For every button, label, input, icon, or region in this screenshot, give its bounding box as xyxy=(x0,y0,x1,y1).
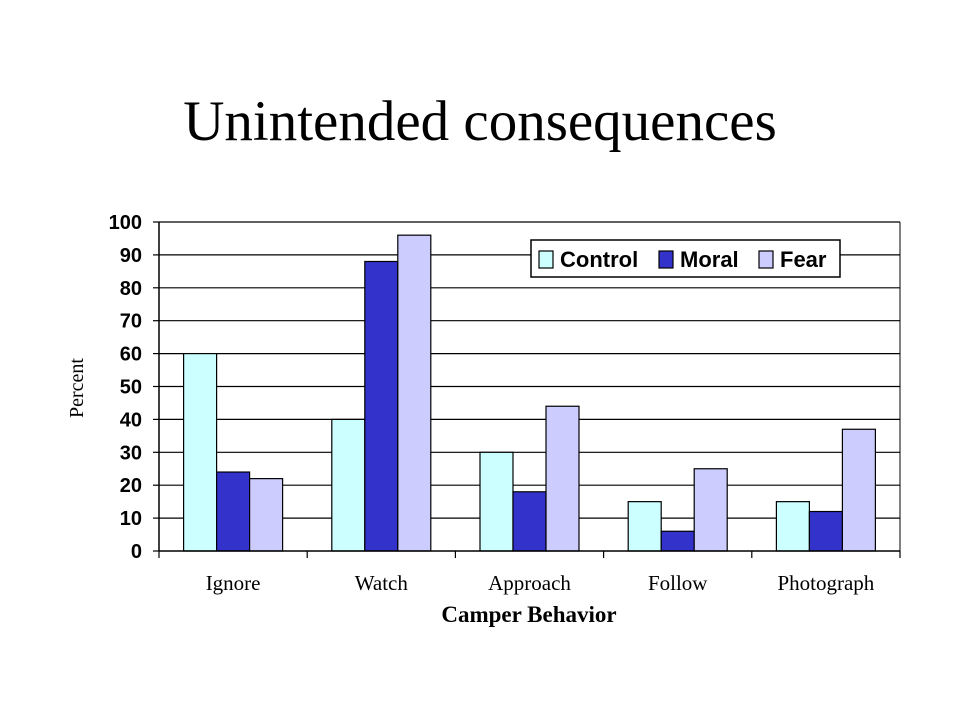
x-tick-label: Follow xyxy=(648,571,708,595)
legend-box xyxy=(530,239,841,278)
x-tick-label: Photograph xyxy=(777,571,874,595)
gridlines xyxy=(159,221,900,519)
bar-moral-photograph xyxy=(808,510,844,552)
y-tick-label: 60 xyxy=(120,344,142,366)
y-tick-label: 20 xyxy=(120,475,142,497)
bar-moral-ignore xyxy=(216,471,251,552)
legend-label-fear: Fear xyxy=(780,247,827,272)
y-tick-label: 0 xyxy=(131,541,142,563)
legend-swatch-fear xyxy=(758,250,774,269)
bar-fear-ignore xyxy=(249,478,284,552)
bar-moral-watch xyxy=(364,260,399,552)
axes xyxy=(158,222,901,552)
bar-control-photograph xyxy=(775,501,811,552)
y-tick-label: 100 xyxy=(109,212,142,234)
legend-swatch-control xyxy=(538,250,554,269)
y-axis-ticks: 0 10 20 30 40 50 60 70 80 90 100 xyxy=(109,212,159,563)
bar-fear-watch xyxy=(397,234,432,552)
y-tick-label: 40 xyxy=(120,409,142,431)
bar-control-watch xyxy=(331,418,366,552)
y-tick-label: 80 xyxy=(120,278,142,300)
bar-control-follow xyxy=(627,501,662,552)
x-axis-categories: Ignore Watch Approach Follow Photograph xyxy=(158,551,901,595)
y-tick-label: 70 xyxy=(120,311,142,333)
bar-control-approach xyxy=(479,451,514,552)
y-axis-title: Percent xyxy=(66,358,88,418)
legend: Control Moral Fear xyxy=(530,239,841,278)
bar-moral-follow xyxy=(660,530,695,552)
x-axis-title: Camper Behavior xyxy=(441,602,616,627)
legend-swatch-moral xyxy=(658,250,674,269)
slide-title: Unintended consequences xyxy=(183,90,777,153)
x-tick-label: Ignore xyxy=(206,571,261,595)
legend-label-control: Control xyxy=(560,247,638,272)
legend-label-moral: Moral xyxy=(680,247,739,272)
bar-fear-approach xyxy=(545,405,580,552)
y-tick-label: 30 xyxy=(120,442,142,464)
y-tick-label: 90 xyxy=(120,245,142,267)
bar-fear-follow xyxy=(693,468,728,552)
bars xyxy=(183,234,877,552)
bar-control-ignore xyxy=(183,353,218,552)
x-tick-label: Approach xyxy=(488,571,571,595)
bar-moral-approach xyxy=(512,491,547,552)
y-tick-label: 50 xyxy=(120,377,142,399)
x-tick-label: Watch xyxy=(355,571,409,595)
y-tick-label: 10 xyxy=(120,508,142,530)
bar-fear-photograph xyxy=(841,428,877,552)
